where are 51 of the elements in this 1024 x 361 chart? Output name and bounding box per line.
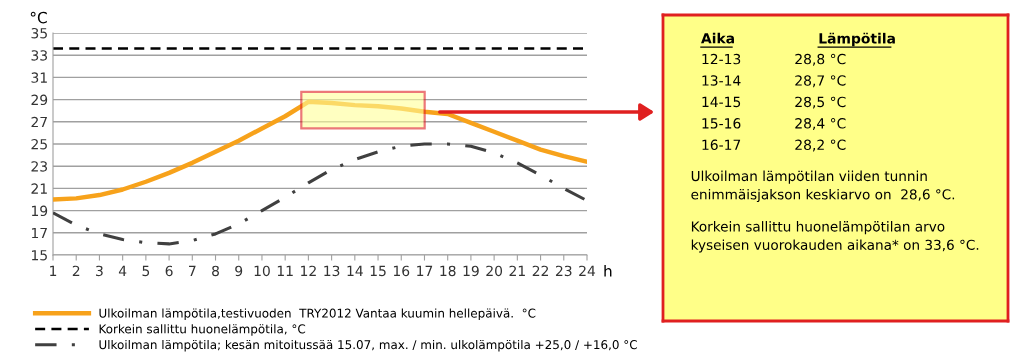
- x-tick-label: 13: [324, 265, 340, 277]
- x-tick-label: 1: [50, 265, 57, 276]
- x-tick-label: 19: [463, 265, 479, 277]
- text: 13-14 28,7 °C: [702, 75, 846, 88]
- y-tick-label: 33: [31, 50, 48, 61]
- x-tick-label: 18: [440, 265, 456, 277]
- y-tick-label: 35: [31, 27, 47, 39]
- x-tick-label: 16: [393, 265, 410, 277]
- legend-label: Ulkoilman lämpötila,testivuoden TRY2012 Vantaa kuumin hellepäivä. °C: [99, 308, 536, 320]
- x-tick-label: 24: [579, 265, 596, 276]
- x-tick-label: 21: [509, 265, 525, 276]
- x-tick-label: 6: [165, 265, 173, 277]
- y-axis-title: °C: [30, 11, 47, 24]
- x-tick-label: 23: [555, 265, 572, 277]
- text: Ulkoilman lämpötilan viiden tunnin enimmäisjakson keskiarvo on 28,6 °C.: [691, 170, 955, 203]
- x-tick-label: 12: [301, 265, 316, 276]
- text: 15-16 28,4 °C: [702, 118, 846, 130]
- x-tick-label: 9: [235, 265, 243, 277]
- x-tick-label: 10: [254, 265, 270, 277]
- legend-label: Ulkoilman lämpötila; kesän mitoitussää 15.07, max. / min. ulkolämpötila +25,0 / +16,0 °C: [99, 339, 637, 352]
- x-tick-label: 8: [212, 265, 219, 277]
- y-tick-label: 25: [31, 138, 47, 150]
- y-tick-label: 27: [31, 116, 47, 128]
- text: 16-17 28,2 °C: [702, 139, 846, 152]
- line-series: [53, 99, 587, 202]
- line-series: [53, 142, 587, 246]
- text: 14-15 28,5 °C: [702, 96, 846, 109]
- y-tick-label: 29: [31, 94, 48, 106]
- y-tick-label: 21: [31, 183, 47, 194]
- x-tick-label: 4: [118, 265, 127, 276]
- x-axis-title: h: [604, 264, 612, 277]
- x-tick-label: 17: [417, 265, 433, 276]
- x-tick-label: 20: [486, 265, 503, 277]
- x-tick-label: 3: [96, 265, 103, 277]
- x-tick-label: 11: [277, 265, 293, 276]
- y-tick-label: 31: [31, 72, 47, 83]
- legend-label: Korkein sallittu huonelämpötila, °C: [99, 324, 306, 336]
- text: Aika: [701, 32, 734, 44]
- text: Lämpötila: [819, 32, 895, 47]
- y-tick-label: 19: [31, 205, 48, 217]
- y-tick-label: 17: [31, 227, 47, 239]
- x-tick-label: 14: [347, 265, 363, 276]
- x-tick-label: 22: [532, 265, 549, 276]
- text: Korkein sallittu huonelämpötilan arvo kyseisen vuorokauden aikana* on 33,6 °C.: [691, 221, 979, 253]
- y-tick-label: 15: [31, 250, 47, 261]
- x-tick-label: 2: [72, 265, 80, 276]
- y-tick-label: 23: [31, 161, 48, 172]
- x-tick-label: 7: [189, 265, 196, 276]
- text: 12-13 28,8 °C: [702, 53, 846, 66]
- x-tick-label: 5: [142, 265, 150, 277]
- x-tick-label: 15: [370, 265, 386, 277]
